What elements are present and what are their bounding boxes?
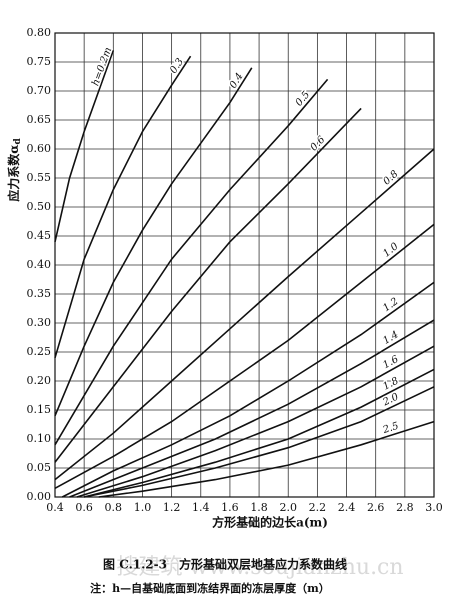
y-tick-label: 0.40	[27, 258, 52, 271]
plot-frame	[54, 32, 435, 498]
x-tick-label: 0.6	[75, 501, 93, 514]
y-tick-label: 0.05	[27, 461, 52, 474]
x-tick-label: 2.2	[309, 501, 327, 514]
x-tick-label: 1.8	[250, 501, 268, 514]
watermark: 搜建筑 www.soujianzhu.cn	[116, 555, 403, 580]
curve	[61, 281, 435, 498]
y-tick-label: 0.65	[27, 113, 52, 126]
note: 注：h—自基础底面到冻结界面的冻层厚度（m）	[90, 581, 330, 595]
curve	[54, 67, 253, 417]
curve	[54, 223, 435, 490]
y-axis-label-sub: d	[13, 138, 23, 145]
y-tick-label: 0.75	[27, 55, 52, 68]
y-tick-label: 0.55	[27, 171, 52, 184]
x-tick-label: 2.0	[279, 501, 297, 514]
y-tick-label: 0.50	[27, 200, 52, 213]
curve	[76, 345, 435, 498]
y-tick-label: 0.60	[27, 142, 52, 155]
x-tick-label: 3.0	[425, 501, 443, 514]
curve	[54, 78, 329, 446]
x-tick-label: 2.6	[367, 501, 385, 514]
curve	[54, 55, 192, 359]
curve	[69, 319, 435, 498]
x-axis-label: 方形基础的边长a(m)	[212, 515, 328, 530]
y-tick-label: 0.10	[27, 432, 52, 445]
curve	[83, 386, 435, 498]
x-tick-label: 1.6	[221, 501, 239, 514]
x-tick-label: 2.4	[338, 501, 356, 514]
x-tick-label: 2.8	[396, 501, 414, 514]
y-axis-label: 应力系数αd	[6, 138, 23, 202]
y-tick-label: 0.70	[27, 84, 52, 97]
y-tick-label: 0.45	[27, 229, 52, 242]
y-tick-label: 0.35	[27, 287, 52, 300]
y-tick-label: 0.15	[27, 403, 52, 416]
x-tick-label: 0.8	[105, 501, 123, 514]
curve	[83, 368, 435, 498]
y-axis-label-main: 应力系数α	[6, 145, 21, 202]
y-tick-label: 0.00	[27, 490, 52, 503]
x-tick-label: 0.4	[46, 501, 64, 514]
x-tick-label: 1.0	[134, 501, 152, 514]
caption: 图 C.1.2-3 方形基础双层地基应力系数曲线	[103, 557, 347, 572]
curve	[54, 107, 362, 463]
curve	[54, 148, 435, 481]
curve	[98, 420, 435, 498]
x-tick-label: 1.4	[192, 501, 210, 514]
y-tick-label: 0.25	[27, 345, 52, 358]
y-tick-label: 0.20	[27, 374, 52, 387]
y-tick-label: 0.80	[27, 26, 52, 39]
curve	[54, 50, 115, 242]
y-tick-label: 0.30	[27, 316, 52, 329]
x-tick-label: 1.2	[163, 501, 181, 514]
